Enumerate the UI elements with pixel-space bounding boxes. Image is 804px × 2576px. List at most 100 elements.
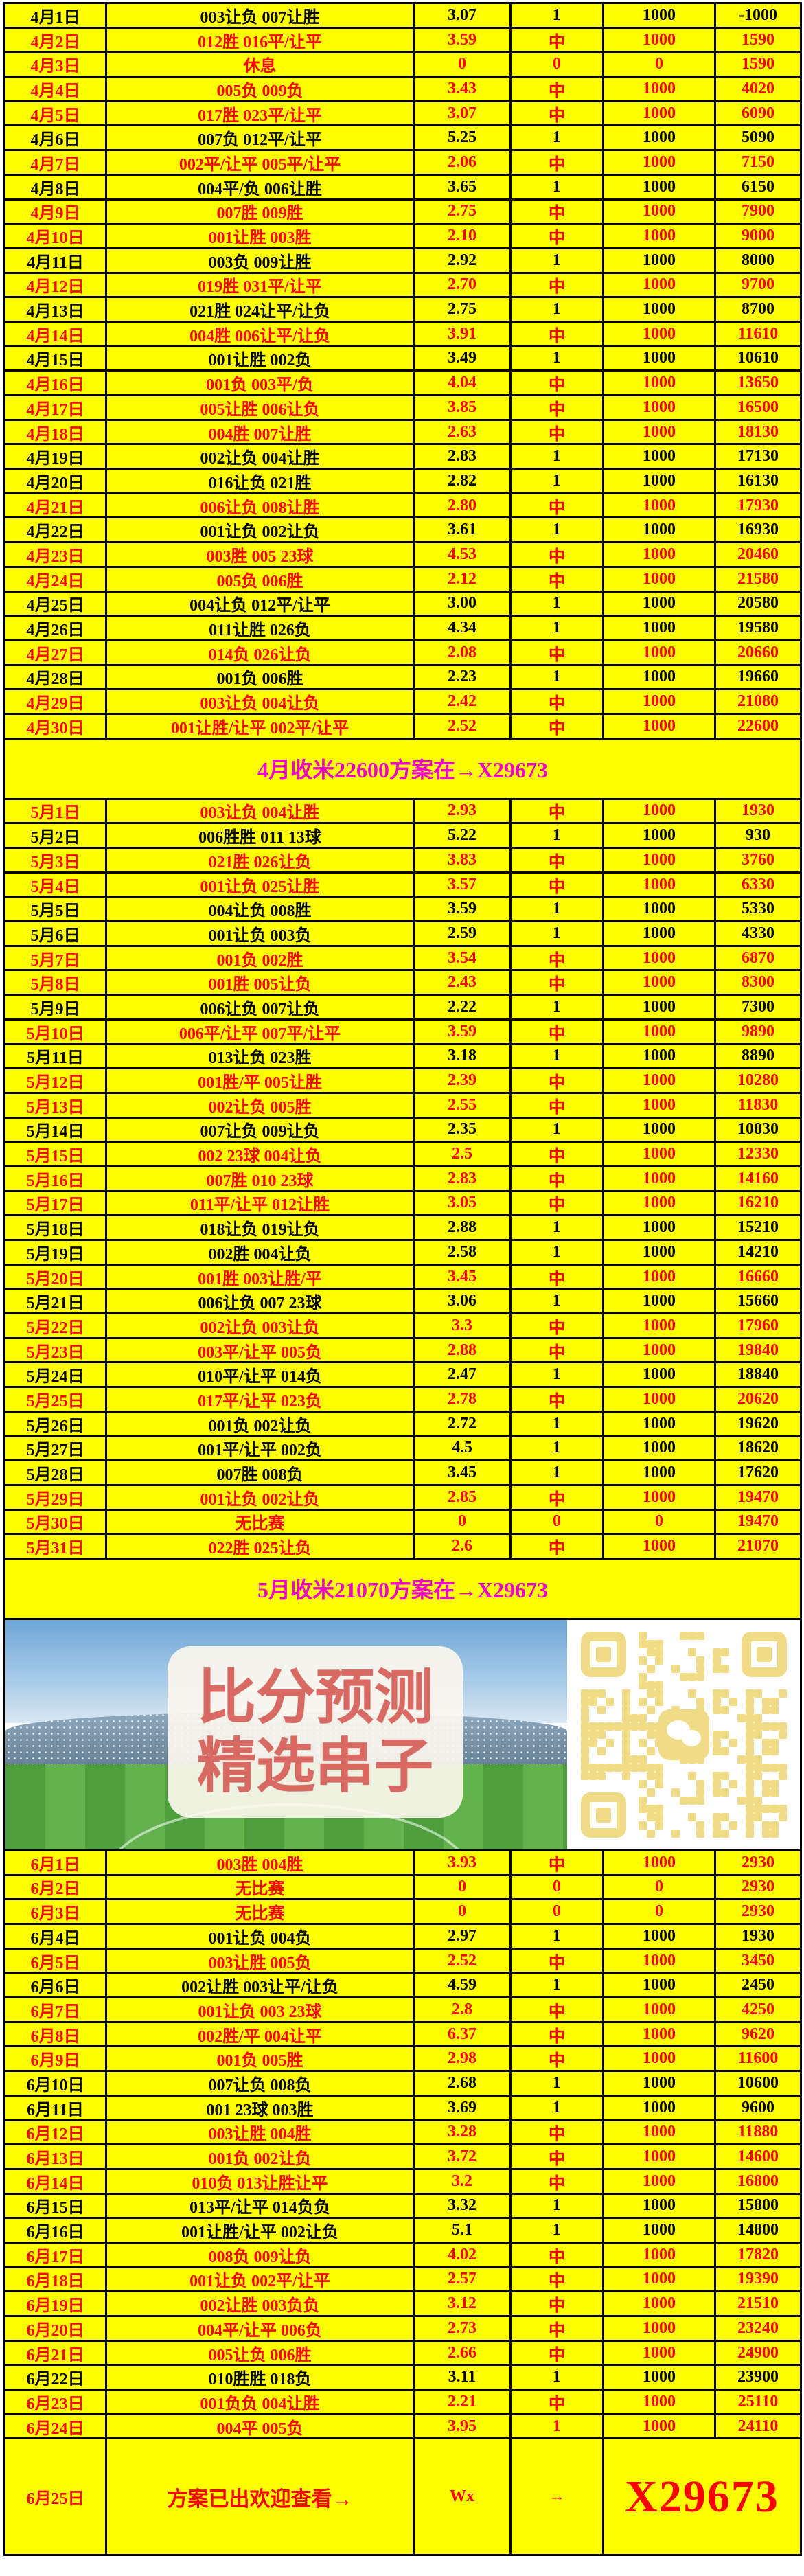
result-cell: 1 <box>512 249 604 274</box>
bets-cell: 013让负 023胜 <box>107 1045 415 1070</box>
banner-title-line2: 精选串子 <box>197 1733 433 1799</box>
odds-cell: 2.52 <box>415 1949 512 1974</box>
bets-cell: 001让胜/让平 002平/让平 <box>107 714 415 740</box>
result-cell: 1 <box>512 2096 604 2121</box>
total-cell: 2930 <box>716 1851 800 1876</box>
stake-cell: 1000 <box>604 1265 716 1290</box>
total-cell: 19470 <box>716 1511 800 1536</box>
bets-cell: 006平/让平 007平/让平 <box>107 1020 415 1045</box>
total-cell: 16800 <box>716 2170 800 2195</box>
date-cell: 6月20日 <box>5 2317 107 2342</box>
date-cell: 4月30日 <box>5 714 107 740</box>
bets-cell: 011让胜 026负 <box>107 617 415 641</box>
table-row: 6月6日 002让胜 003让平/让负 4.59 1 1000 2450 <box>5 1974 800 1999</box>
result-cell: 1 <box>512 1363 604 1389</box>
table-row: 6月4日 001让负 004负 2.97 1 1000 1930 <box>5 1925 800 1950</box>
odds-cell: 2.21 <box>415 2391 512 2415</box>
bets-cell: 004让负 012平/让平 <box>107 592 415 617</box>
result-cell: 中 <box>512 1143 604 1167</box>
stadium-photo: 比分预测 精选串子 <box>5 1619 567 1849</box>
result-cell: 1 <box>512 665 604 691</box>
stake-cell: 1000 <box>604 200 716 225</box>
total-cell: 24110 <box>716 2415 800 2440</box>
stake-cell: 1000 <box>604 1045 716 1070</box>
date-cell: 5月17日 <box>5 1192 107 1217</box>
stake-cell: 1000 <box>604 2292 716 2317</box>
table-row: 4月22日 001让负 002让负 3.61 1 1000 16930 <box>5 518 800 544</box>
stake-cell: 1000 <box>604 4 716 29</box>
odds-cell: 3.3 <box>415 1314 512 1339</box>
odds-cell: 2.55 <box>415 1093 512 1119</box>
bets-cell: 001让负 003 23球 <box>107 1998 415 2023</box>
odds-cell: 2.12 <box>415 567 512 593</box>
bets-cell: 004胜 007让胜 <box>107 420 415 446</box>
total-cell: 8700 <box>716 298 800 323</box>
total-cell: 17930 <box>716 494 800 519</box>
bets-cell: 001负 005胜 <box>107 2047 415 2073</box>
odds-cell: 3.59 <box>415 28 512 54</box>
stake-cell: 1000 <box>604 249 716 274</box>
total-cell: 11600 <box>716 2047 800 2073</box>
stake-cell: 1000 <box>604 470 716 494</box>
bets-cell: 005负 006胜 <box>107 567 415 593</box>
date-cell: 5月23日 <box>5 1338 107 1364</box>
bets-cell: 001负 002让负 <box>107 1412 415 1437</box>
result-cell: 中 <box>512 1851 604 1876</box>
total-cell: 1590 <box>716 53 800 78</box>
result-cell: 1 <box>512 996 604 1021</box>
total-cell: 9890 <box>716 1021 800 1045</box>
stake-cell: 1000 <box>604 898 716 923</box>
table-row: 5月15日 002 23球 004让负 2.5 中 1000 12330 <box>5 1143 800 1167</box>
date-cell: 4月22日 <box>5 518 107 544</box>
odds-cell: 2.42 <box>415 690 512 715</box>
total-cell: 1930 <box>716 800 800 825</box>
date-cell: 4月27日 <box>5 641 107 666</box>
total-cell: 16130 <box>716 470 800 494</box>
table-row: 5月20日 001胜 003让胜/平 3.45 中 1000 16660 <box>5 1265 800 1290</box>
stake-cell: 1000 <box>604 1974 716 1999</box>
result-cell: 1 <box>512 2219 604 2244</box>
bets-cell: 001让负 025让胜 <box>107 873 415 898</box>
stake-cell: 1000 <box>604 2317 716 2342</box>
table-row: 4月13日 021胜 024让平/让负 2.75 1 1000 8700 <box>5 298 800 323</box>
table-row: 5月24日 010平/让平 014负 2.47 1 1000 18840 <box>5 1363 800 1389</box>
odds-cell: 3.18 <box>415 1045 512 1070</box>
bets-cell: 006让负 008让胜 <box>107 494 415 519</box>
odds-cell: 2.75 <box>415 200 512 225</box>
date-cell: 6月12日 <box>5 2121 107 2146</box>
result-cell: 中 <box>512 396 604 421</box>
date-cell: 4月7日 <box>5 151 107 176</box>
result-cell: 1 <box>512 1974 604 1999</box>
result-cell: 1 <box>512 617 604 641</box>
odds-cell: 2.83 <box>415 445 512 470</box>
date-cell: 5月25日 <box>5 1388 107 1413</box>
total-cell: 10280 <box>716 1069 800 1094</box>
result-cell: 1 <box>512 2194 604 2220</box>
total-cell: 17130 <box>716 445 800 470</box>
odds-cell: 3.06 <box>415 1290 512 1315</box>
bets-cell: 003平/让平 005负 <box>107 1338 415 1364</box>
stake-cell: 1000 <box>604 543 716 568</box>
date-cell: 5月14日 <box>5 1118 107 1143</box>
odds-cell: 3.91 <box>415 322 512 347</box>
table-row: 4月4日 005负 009负 3.43 中 1000 4020 <box>5 78 800 102</box>
bets-cell: 004平/让平 006负 <box>107 2317 415 2342</box>
odds-cell: 4.53 <box>415 543 512 568</box>
odds-cell: 3.83 <box>415 849 512 874</box>
stake-cell: 1000 <box>604 151 716 176</box>
odds-cell: 0 <box>415 1876 512 1901</box>
total-cell: 14600 <box>716 2145 800 2170</box>
date-cell: 4月19日 <box>5 445 107 470</box>
table-row: 4月2日 012胜 016平/让平 3.59 中 1000 1590 <box>5 28 800 54</box>
bets-cell: 003让负 007让胜 <box>107 4 415 29</box>
date-cell: 4月24日 <box>5 567 107 593</box>
table-row: 5月3日 021胜 026让负 3.83 中 1000 3760 <box>5 849 800 874</box>
odds-cell: 2.88 <box>415 1216 512 1241</box>
table-row: 5月28日 007胜 008负 3.45 1 1000 17620 <box>5 1461 800 1486</box>
date-cell: 5月20日 <box>5 1265 107 1290</box>
result-cell: 中 <box>512 1020 604 1045</box>
stake-cell: 1000 <box>604 2096 716 2121</box>
date-cell: 6月17日 <box>5 2243 107 2268</box>
bets-cell: 002胜 004让负 <box>107 1241 415 1266</box>
total-cell: 9620 <box>716 2023 800 2048</box>
